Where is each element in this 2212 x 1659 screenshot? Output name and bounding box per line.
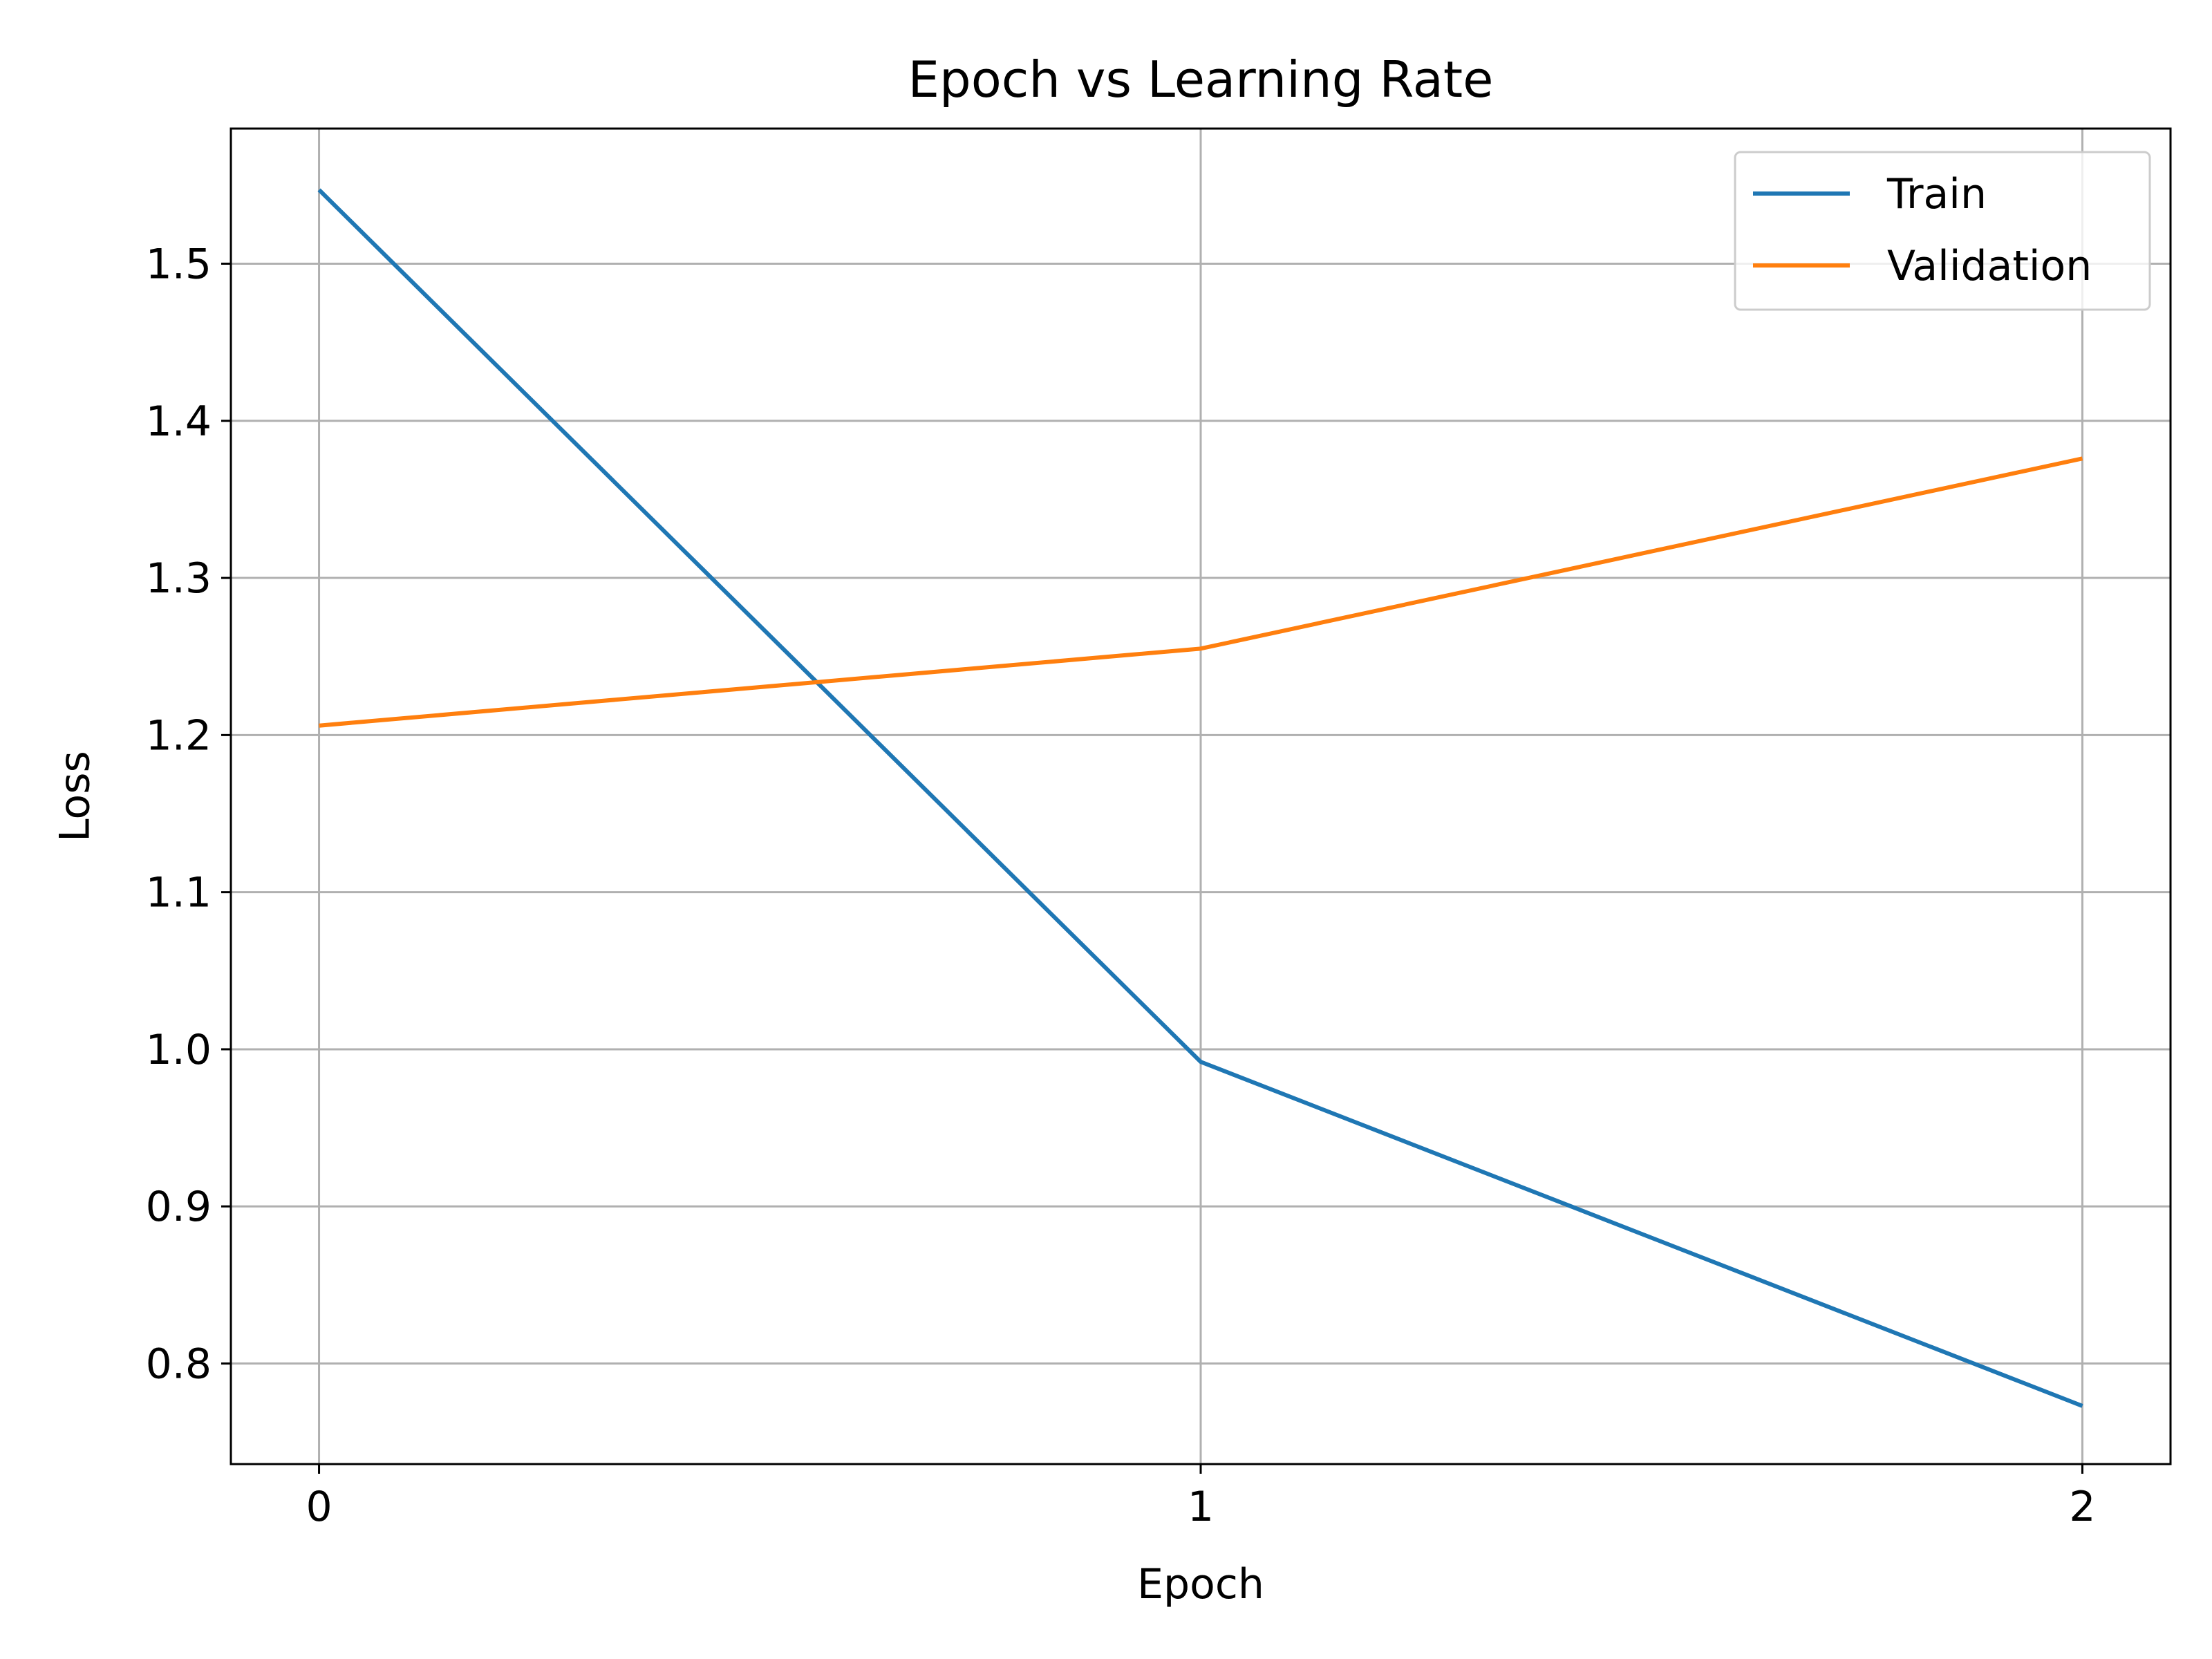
legend-label-validation: Validation bbox=[1887, 242, 2092, 290]
x-tick-label: 0 bbox=[306, 1483, 332, 1531]
series bbox=[317, 188, 2083, 1408]
x-tick-label: 2 bbox=[2069, 1483, 2095, 1531]
x-axis-label: Epoch bbox=[1137, 1560, 1264, 1609]
ticks: 0 1 2 0.8 0.9 1.0 1.1 1.2 1.3 1.4 1.5 bbox=[146, 240, 2096, 1531]
y-tick-label: 1.3 bbox=[146, 554, 212, 603]
y-tick-label: 1.5 bbox=[146, 240, 212, 288]
legend: Train Validation bbox=[1734, 151, 2151, 311]
y-tick-label: 1.2 bbox=[146, 711, 212, 760]
chart-title: Epoch vs Learning Rate bbox=[908, 50, 1494, 109]
y-tick-label: 0.9 bbox=[146, 1183, 212, 1231]
y-tick-label: 1.1 bbox=[146, 869, 212, 917]
legend-label-train: Train bbox=[1886, 170, 1987, 218]
x-tick-label: 1 bbox=[1188, 1483, 1214, 1531]
y-tick-label: 0.8 bbox=[146, 1340, 212, 1389]
series-line-train bbox=[317, 188, 2083, 1408]
y-axis-label: Loss bbox=[51, 751, 100, 842]
y-tick-label: 1.0 bbox=[146, 1026, 212, 1074]
series-line-validation bbox=[319, 456, 2083, 728]
y-tick-label: 1.4 bbox=[146, 397, 212, 446]
